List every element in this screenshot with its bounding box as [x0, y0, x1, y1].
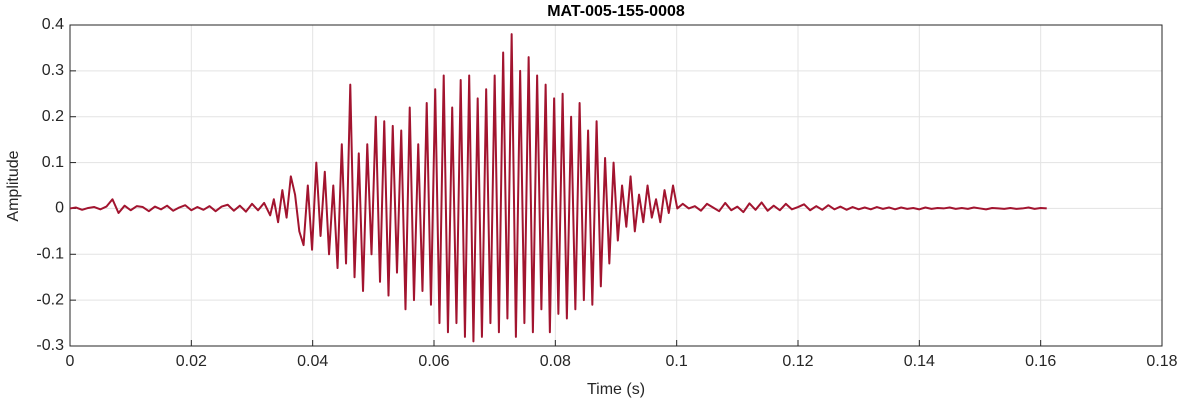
x-tick-label: 0.18: [1146, 353, 1177, 370]
waveform-line: [69, 33, 1047, 343]
y-tick-label: -0.3: [36, 337, 64, 354]
x-axis-label: Time (s): [587, 381, 645, 398]
y-tick-label: 0.1: [42, 154, 64, 171]
y-tick-label: 0.3: [42, 62, 64, 79]
x-tick-label: 0.14: [904, 353, 935, 370]
x-tick-label: 0: [66, 353, 75, 370]
x-tick-label: 0.08: [540, 353, 571, 370]
y-tick-label: -0.1: [36, 246, 64, 263]
y-axis-label: Amplitude: [5, 150, 22, 221]
y-tick-label: 0: [55, 200, 64, 217]
x-tick-label: 0.16: [1025, 353, 1056, 370]
x-tick-label: 0.06: [418, 353, 449, 370]
x-tick-label: 0.04: [297, 353, 328, 370]
y-tick-label: 0.2: [42, 108, 64, 125]
chart-title: MAT-005-155-0008: [547, 3, 685, 20]
x-tick-label: 0.12: [782, 353, 813, 370]
y-tick-label: 0.4: [42, 16, 64, 33]
x-tick-label: 0.02: [176, 353, 207, 370]
y-tick-label: -0.2: [36, 291, 64, 308]
plot-frame: [69, 24, 1163, 347]
x-tick-label: 0.1: [666, 353, 688, 370]
